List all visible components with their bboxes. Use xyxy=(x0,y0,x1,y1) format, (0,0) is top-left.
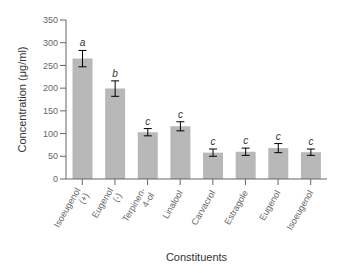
svg-text:100: 100 xyxy=(43,129,58,139)
svg-text:c: c xyxy=(211,136,216,147)
svg-text:c: c xyxy=(308,136,313,147)
svg-text:Carvacrol: Carvacrol xyxy=(189,189,217,227)
svg-text:Terpinen-4-ol: Terpinen-4-ol xyxy=(120,186,156,228)
svg-text:50: 50 xyxy=(48,151,58,161)
svg-text:300: 300 xyxy=(43,38,58,48)
svg-text:Eugenol(-): Eugenol(-) xyxy=(90,186,124,225)
svg-text:Linalool: Linalool xyxy=(160,189,184,221)
svg-text:150: 150 xyxy=(43,106,58,116)
svg-text:Isoeugenol: Isoeugenol xyxy=(284,189,315,232)
svg-text:c: c xyxy=(178,109,183,120)
svg-text:c: c xyxy=(145,116,150,127)
svg-text:0: 0 xyxy=(53,174,58,184)
svg-text:b: b xyxy=(112,68,118,79)
svg-text:c: c xyxy=(243,135,248,146)
svg-text:a: a xyxy=(80,37,86,48)
svg-text:350: 350 xyxy=(43,15,58,25)
svg-text:Isoeugenol(+): Isoeugenol(+) xyxy=(52,186,91,234)
svg-text:Eugenol: Eugenol xyxy=(257,189,282,223)
svg-text:Concentration (μg/ml): Concentration (μg/ml) xyxy=(16,47,28,153)
svg-text:250: 250 xyxy=(43,61,58,71)
svg-text:c: c xyxy=(276,131,281,142)
svg-text:Estragole: Estragole xyxy=(222,189,250,227)
svg-text:200: 200 xyxy=(43,83,58,93)
svg-text:Constituents: Constituents xyxy=(166,251,228,263)
